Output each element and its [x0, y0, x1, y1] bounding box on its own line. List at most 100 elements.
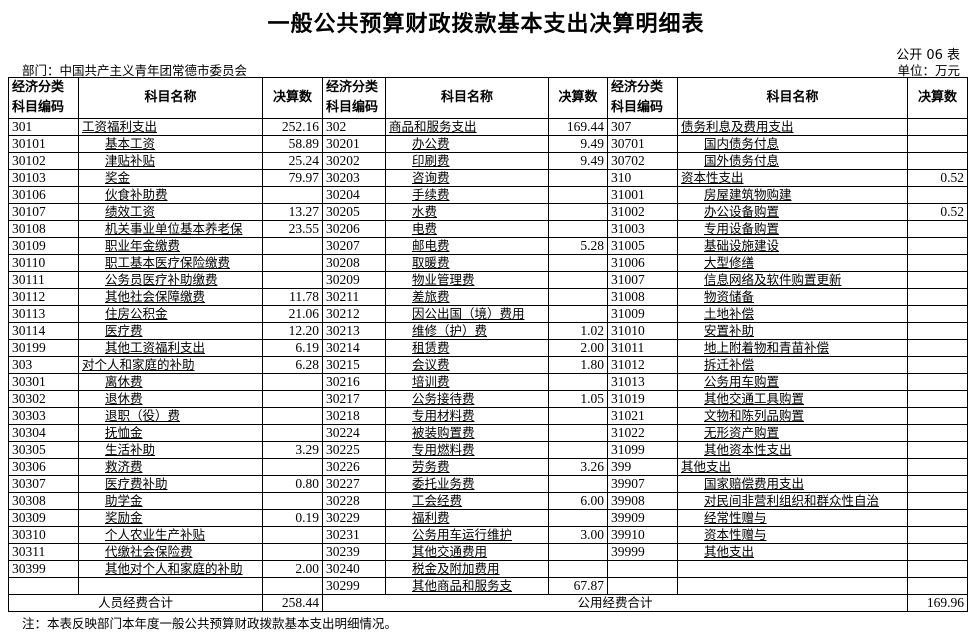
code-cell: 30205 [322, 203, 386, 221]
amount-cell [907, 492, 968, 510]
item-name: 公务接待费 [412, 391, 475, 407]
item-name: 基本工资 [105, 136, 156, 152]
item-name: 基础设施建设 [704, 238, 780, 254]
amount-cell [262, 407, 323, 425]
item-name: 对民间非营利组织和群众性自治 [704, 493, 880, 509]
code-cell: 30204 [322, 186, 386, 204]
code-cell: 31011 [607, 339, 678, 357]
item-name-cell: 退休费 [78, 390, 263, 408]
header-name: 科目名称 [385, 77, 549, 119]
amount-cell: 5.28 [548, 237, 608, 255]
code-cell: 30305 [8, 441, 79, 459]
item-name-cell: 奖励金 [78, 509, 263, 527]
amount-cell [262, 577, 323, 595]
item-name: 伙食补助费 [105, 187, 168, 203]
item-name: 房屋建筑物购建 [704, 187, 792, 203]
item-name-cell: 其他商品和服务支 [385, 577, 549, 595]
item-name-cell: 公务用车购置 [677, 373, 908, 391]
code-cell: 30202 [322, 152, 386, 170]
item-name-cell: 其他支出 [677, 543, 908, 561]
code-cell: 30311 [8, 543, 79, 561]
table-row: 30106 伙食补助费 30204 手续费 31001 房屋建筑物购建 [8, 186, 968, 204]
footnote: 注：本表反映部门本年度一般公共预算财政拨款基本支出明细情况。 [22, 616, 398, 631]
item-name: 税金及附加费用 [412, 561, 500, 577]
code-cell: 30701 [607, 135, 678, 153]
code-cell: 30218 [322, 407, 386, 425]
amount-cell [907, 475, 968, 493]
item-name: 其他商品和服务支 [412, 578, 513, 594]
item-name: 专用燃料费 [412, 442, 475, 458]
item-name: 救济费 [105, 459, 143, 475]
public-total-value: 169.96 [907, 594, 968, 612]
amount-cell: 6.00 [548, 492, 608, 510]
item-name-cell: 津贴补贴 [78, 152, 263, 170]
table-row: 30109 职业年金缴费 30207 邮电费 5.28 31005 基础设施建设 [8, 237, 968, 255]
item-name-cell [677, 577, 908, 595]
table-row: 30310 个人农业生产补贴 30231 公务用车运行维护 3.00 39910 资本性赠与 [8, 526, 968, 544]
table-row: 30102 津贴补贴 25.24 30202 印刷费 9.49 30702 国外债务付息 [8, 152, 968, 170]
code-cell: 30214 [322, 339, 386, 357]
item-name: 工会经费 [412, 493, 463, 509]
amount-cell: 0.52 [907, 203, 968, 221]
amount-cell: 252.16 [262, 118, 323, 136]
code-cell: 30206 [322, 220, 386, 238]
amount-cell [548, 305, 608, 323]
code-cell: 30226 [322, 458, 386, 476]
item-name-cell: 专用设备购置 [677, 220, 908, 238]
amount-cell: 1.80 [548, 356, 608, 374]
table-row: 30307 医疗费补助 0.80 30227 委托业务费 39907 国家赔偿费用支出 [8, 475, 968, 493]
item-name-cell: 退职（役）费 [78, 407, 263, 425]
item-name-cell: 水费 [385, 203, 549, 221]
amount-cell: 3.26 [548, 458, 608, 476]
code-cell: 30211 [322, 288, 386, 306]
header-name: 科目名称 [677, 77, 908, 119]
amount-cell [262, 186, 323, 204]
code-cell: 31002 [607, 203, 678, 221]
code-cell: 301 [8, 118, 79, 136]
code-cell: 31012 [607, 356, 678, 374]
code-cell: 39999 [607, 543, 678, 561]
item-name: 职工基本医疗保险缴费 [105, 255, 231, 271]
amount-cell [907, 441, 968, 459]
code-cell: 30225 [322, 441, 386, 459]
item-name-cell: 职工基本医疗保险缴费 [78, 254, 263, 272]
item-name-cell: 培训费 [385, 373, 549, 391]
amount-cell: 79.97 [262, 169, 323, 187]
item-name-cell: 奖金 [78, 169, 263, 187]
item-name: 资本性支出 [681, 170, 744, 186]
item-name-cell: 生活补助 [78, 441, 263, 459]
code-cell: 31021 [607, 407, 678, 425]
item-name: 印刷费 [412, 153, 450, 169]
code-cell [8, 577, 79, 595]
amount-cell [548, 220, 608, 238]
item-name-cell: 咨询费 [385, 169, 549, 187]
code-cell: 31005 [607, 237, 678, 255]
item-name: 文物和陈列品购置 [704, 408, 805, 424]
amount-cell [548, 373, 608, 391]
item-name-cell: 住房公积金 [78, 305, 263, 323]
item-name-cell: 公务员医疗补助缴费 [78, 271, 263, 289]
item-name-cell: 资本性支出 [677, 169, 908, 187]
item-name-cell: 无形资产购置 [677, 424, 908, 442]
item-name: 公务用车运行维护 [412, 527, 513, 543]
code-cell: 310 [607, 169, 678, 187]
table-row: 30114 医疗费 12.20 30213 维修（护）费 1.02 31010 安置补助 [8, 322, 968, 340]
amount-cell: 169.44 [548, 118, 608, 136]
table-row: 30103 奖金 79.97 30203 咨询费 310 资本性支出 0.52 [8, 169, 968, 187]
code-cell: 31019 [607, 390, 678, 408]
item-name: 公务员医疗补助缴费 [105, 272, 218, 288]
item-name-cell: 抚恤金 [78, 424, 263, 442]
amount-cell: 13.27 [262, 203, 323, 221]
item-name: 债务利息及费用支出 [681, 119, 794, 135]
table-row: 303 对个人和家庭的补助 6.28 30215 会议费 1.80 31012 拆迁补偿 [8, 356, 968, 374]
code-cell: 31009 [607, 305, 678, 323]
amount-cell [548, 407, 608, 425]
amount-cell [548, 271, 608, 289]
item-name-cell: 大型修缮 [677, 254, 908, 272]
code-cell: 399 [607, 458, 678, 476]
amount-cell [262, 492, 323, 510]
item-name: 其他对个人和家庭的补助 [105, 561, 243, 577]
item-name-cell: 其他交通费用 [385, 543, 549, 561]
item-name: 拆迁补偿 [704, 357, 755, 373]
item-name-cell: 其他工资福利支出 [78, 339, 263, 357]
